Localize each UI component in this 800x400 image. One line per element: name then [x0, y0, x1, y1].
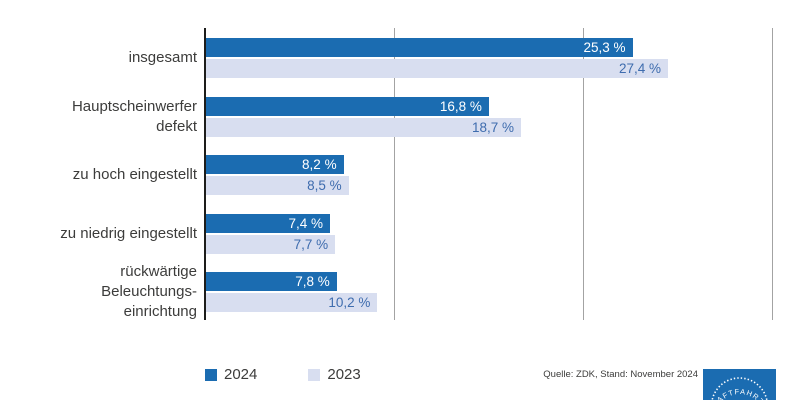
legend-swatch-icon	[308, 368, 321, 381]
category-label: zu niedrig eingestellt	[60, 224, 197, 242]
bar-value-label: 10,2 %	[328, 295, 371, 310]
legend-item-2024: 2024	[205, 366, 257, 383]
category-label: rückwärtige Beleuchtungs- einrichtung	[101, 263, 197, 320]
bar-2023: 7,7 %	[205, 234, 336, 254]
plot-area: 25,3 % 27,4 % 16,8 % 18,7 % 8,2 % 8,5 % 7,4 % 7…	[205, 28, 773, 320]
bar-2024: 16,8 %	[205, 96, 489, 116]
bar-value-label: 7,7 %	[293, 236, 329, 252]
category-label: zu hoch eingestellt	[72, 166, 197, 183]
bar-value-label: 8,5 %	[307, 178, 342, 193]
legend-swatch-icon	[205, 368, 217, 381]
zdk-badge-icon: KRAFTFAHRZEUG	[703, 369, 776, 400]
bar-value-label: 7,4 %	[288, 215, 324, 231]
bar-2023: 27,4 %	[205, 59, 669, 78]
category-label: Hauptscheinwerfer defekt	[71, 97, 197, 135]
bar-value-label: 25,3 %	[583, 40, 626, 55]
bar-value-label: 27,4 %	[619, 61, 662, 76]
bar-2024: 25,3 %	[205, 38, 633, 57]
zdk-badge-logo: KRAFTFAHRZEUG	[703, 369, 776, 400]
bar-2023: 10,2 %	[205, 293, 378, 312]
source-note: Quelle: ZDK, Stand: November 2024	[543, 369, 698, 380]
legend-label: 2023	[327, 366, 361, 383]
y-axis-line	[204, 28, 206, 320]
legend-item-2023: 2023	[308, 366, 361, 383]
legend-label: 2024	[224, 366, 258, 383]
gridline	[772, 28, 773, 320]
bar-value-label: 16,8 %	[439, 98, 482, 114]
bar-2024: 7,8 %	[205, 272, 337, 291]
bar-value-label: 18,7 %	[472, 119, 515, 135]
category-label: insgesamt	[128, 49, 197, 66]
bar-2024: 7,4 %	[205, 213, 331, 233]
gridline	[393, 28, 395, 320]
bar-2023: 18,7 %	[205, 117, 522, 137]
bar-2023: 8,5 %	[205, 176, 349, 195]
bar-2024: 8,2 %	[205, 155, 344, 174]
gridline	[583, 28, 585, 320]
bar-value-label: 8,2 %	[302, 157, 337, 172]
bar-value-label: 7,8 %	[295, 274, 330, 289]
legend: 2024 2023	[205, 366, 361, 383]
